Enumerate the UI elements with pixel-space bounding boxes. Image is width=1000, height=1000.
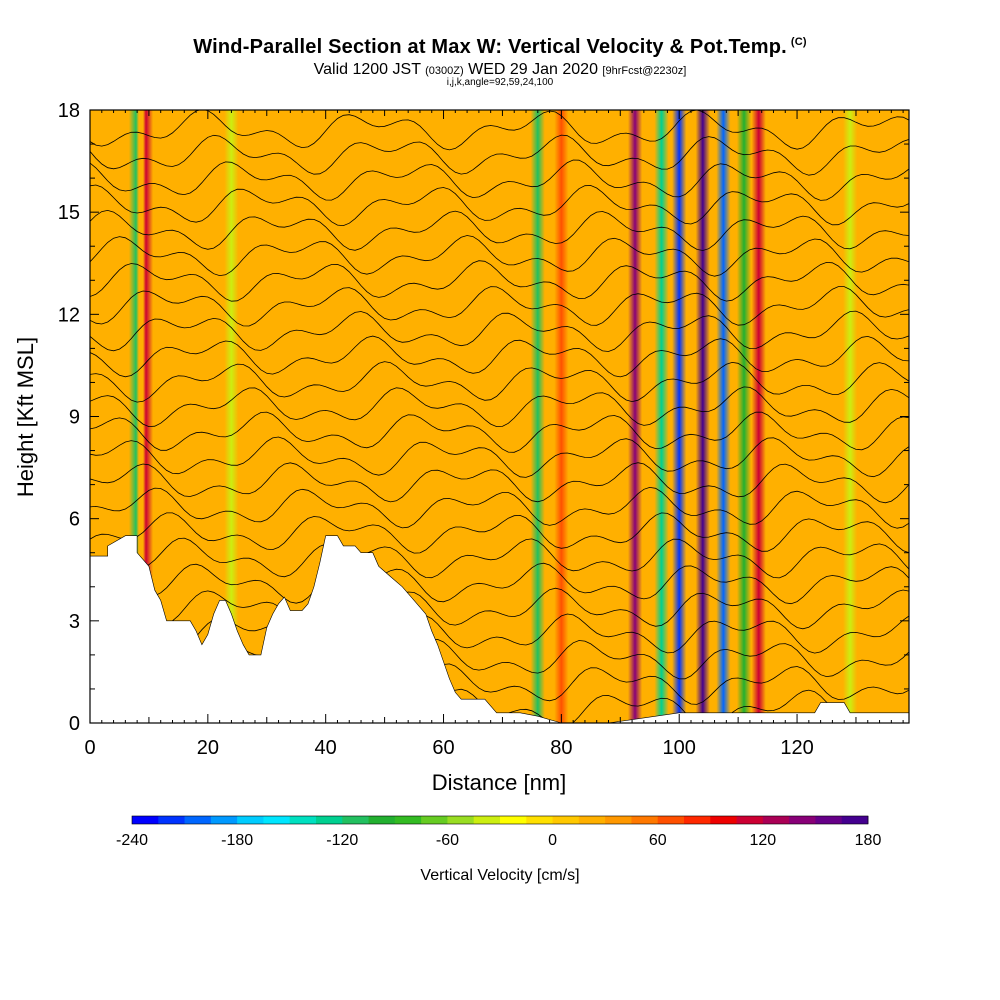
colorbar-swatch [762,816,790,824]
x-tick-label: 120 [780,737,813,759]
y-tick-label: 18 [58,100,80,122]
theta-contour [90,184,909,227]
terrain-mask [89,535,910,724]
theta-contour [90,486,909,529]
colorbar-tick-label: -240 [116,832,148,849]
theta-contour [90,462,909,504]
colorbar-swatch [289,816,317,824]
valid-date: WED 29 Jan 2020 [468,61,598,78]
colorbar-swatch [473,816,501,824]
y-axis-title: Height [Kft MSL] [13,337,38,497]
colorbar-swatch [710,816,737,824]
colorbar-swatch [815,816,843,824]
colorbar-swatch [421,816,448,824]
theta-contour [90,436,909,478]
colorbar-swatch [132,816,159,824]
colorbar-title: Vertical Velocity [cm/s] [420,867,579,884]
colorbar-swatch [736,816,764,824]
colorbar-swatch [526,816,553,824]
forecast-info: [9hrFcst@2230z] [602,65,687,77]
colorbar-tick-label: 0 [548,832,557,849]
valid-utc: (0300Z) [425,65,464,77]
colorbar-tick-label: -60 [436,832,459,849]
colorbar-swatch [263,816,291,824]
x-axis-title: Distance [nm] [432,770,567,795]
x-tick-label: 60 [432,737,454,759]
colorbar-swatch [684,816,711,824]
theta-contour [90,386,909,428]
theta-contour [90,537,909,579]
colorbar-swatch [394,816,422,824]
colorbar-tick-label: 120 [750,832,777,849]
colorbar-swatch [342,816,369,824]
theta-contour [90,361,909,403]
theta-contour [90,209,909,251]
y-tick-label: 3 [69,611,80,633]
theta-contour [90,335,909,378]
x-tick-label: 100 [663,737,696,759]
valid-time: Valid 1200 JST [313,61,421,78]
colorbar-swatch [368,816,396,824]
colorbar-tick-label: -120 [326,832,358,849]
theta-contour [90,562,909,605]
colorbar-swatch [631,816,659,824]
theta-contour [90,512,909,554]
y-tick-label: 12 [58,304,80,326]
x-tick-label: 0 [84,737,95,759]
colorbar-frame [131,815,869,825]
theta-contour [90,235,909,277]
y-tick-label: 0 [69,713,80,735]
theta-contour [90,587,909,630]
section-params: i,j,k,angle=92,59,24,100 [446,77,554,88]
colorbar-swatch [841,816,869,824]
chart-title: Wind-Parallel Section at Max W: Vertical… [193,36,807,58]
theta-contour [90,411,909,453]
colorbar-swatch [500,816,527,824]
colorbar-swatch [552,816,580,824]
colorbar-swatch [447,816,475,824]
chart-subtitle: Valid 1200 JST (0300Z) WED 29 Jan 2020 [… [0,61,1000,79]
y-tick-label: 6 [69,509,80,531]
colorbar-swatch [657,816,685,824]
colorbar-swatch [184,816,212,824]
x-tick-label: 80 [550,737,572,759]
colorbar-tick-label: 180 [855,832,882,849]
colorbar-swatch [237,816,264,824]
colorbar-tick-label: 60 [649,832,667,849]
theta-contour [90,110,909,151]
theta-contour [90,159,909,201]
colorbar-swatch [789,816,816,824]
colorbar-swatch [316,816,343,824]
theta-contour [90,286,909,327]
x-tick-label: 20 [197,737,219,759]
x-tick-label: 40 [315,737,337,759]
y-tick-label: 15 [58,202,80,224]
colorbar-swatch [605,816,632,824]
colorbar: -240 -180 -120 -60 0 60 120 180 [116,815,882,849]
copyright-mark: (C) [790,36,807,49]
colorbar-swatch [578,816,606,824]
theta-contour [90,260,909,302]
colorbar-tick-label: -180 [221,832,253,849]
colorbar-swatch [210,816,238,824]
colorbar-swatch [158,816,185,824]
y-tick-label: 9 [69,407,80,429]
y-axis: 0 3 6 9 12 15 18 [58,100,909,735]
theta-contour [90,310,909,352]
theta-contour [90,134,909,176]
